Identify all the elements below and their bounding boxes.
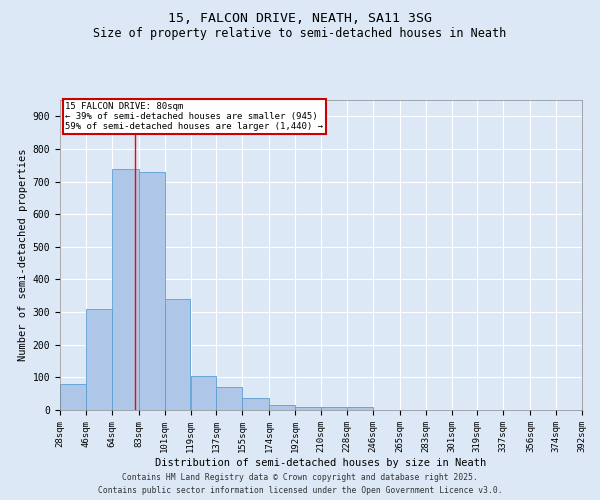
Bar	[269, 405, 295, 410]
Text: Contains HM Land Registry data © Crown copyright and database right 2025.
Contai: Contains HM Land Registry data © Crown c…	[98, 474, 502, 495]
Bar	[191, 376, 217, 410]
Bar	[217, 387, 242, 410]
Bar	[60, 384, 86, 410]
Text: 15, FALCON DRIVE, NEATH, SA11 3SG: 15, FALCON DRIVE, NEATH, SA11 3SG	[168, 12, 432, 26]
Bar	[347, 406, 373, 410]
Bar	[139, 172, 164, 410]
Y-axis label: Number of semi-detached properties: Number of semi-detached properties	[19, 149, 28, 361]
Bar	[164, 299, 190, 410]
Bar	[295, 406, 321, 410]
Bar	[112, 168, 139, 410]
Bar	[242, 398, 269, 410]
Bar	[86, 309, 112, 410]
X-axis label: Distribution of semi-detached houses by size in Neath: Distribution of semi-detached houses by …	[155, 458, 487, 468]
Bar	[321, 406, 347, 410]
Text: 15 FALCON DRIVE: 80sqm
← 39% of semi-detached houses are smaller (945)
59% of se: 15 FALCON DRIVE: 80sqm ← 39% of semi-det…	[65, 102, 323, 132]
Text: Size of property relative to semi-detached houses in Neath: Size of property relative to semi-detach…	[94, 28, 506, 40]
